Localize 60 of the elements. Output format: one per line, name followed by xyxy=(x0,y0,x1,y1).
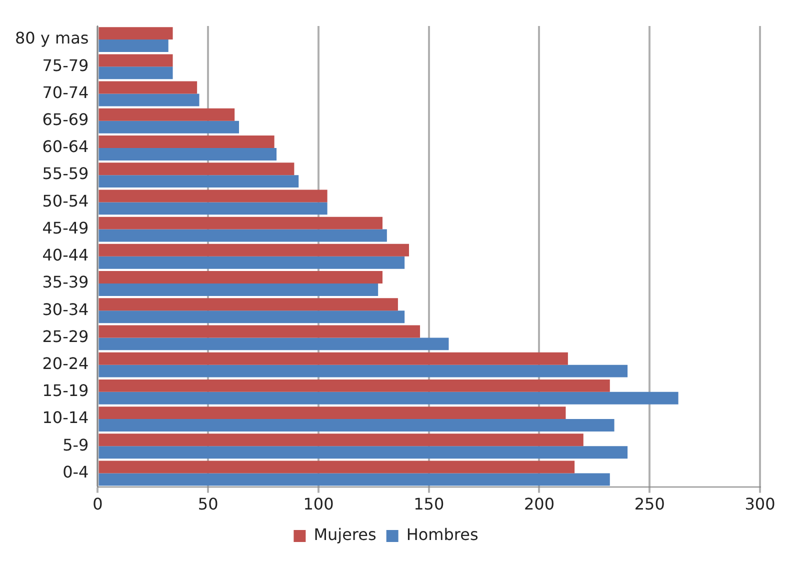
bar xyxy=(98,310,405,324)
bar xyxy=(98,352,568,365)
x-tick-label: 150 xyxy=(414,494,444,514)
y-tick-label: 60-64 xyxy=(42,137,89,156)
bar xyxy=(98,108,235,121)
bar xyxy=(98,256,405,269)
x-tick-label: 100 xyxy=(303,494,334,514)
y-tick-label: 65-69 xyxy=(42,110,89,130)
bar xyxy=(98,434,584,446)
bar xyxy=(98,392,678,404)
x-tick-label: 250 xyxy=(634,494,665,514)
bar xyxy=(98,66,173,80)
y-tick-label: 45-49 xyxy=(42,218,89,238)
x-tick-label: 50 xyxy=(198,494,218,514)
y-tick-label: 70-74 xyxy=(42,82,89,102)
x-tick-label: 0 xyxy=(92,494,103,514)
y-tick-label: 35-39 xyxy=(42,272,89,292)
bar xyxy=(98,364,628,378)
bar xyxy=(98,27,173,40)
bar xyxy=(98,446,628,459)
bar xyxy=(98,419,614,432)
bar xyxy=(98,473,610,486)
bar xyxy=(98,338,449,350)
legend-label: Hombres xyxy=(406,525,478,544)
bar xyxy=(98,284,378,296)
bar xyxy=(98,229,387,242)
bar xyxy=(98,406,566,420)
y-tick-label: 80 y mas xyxy=(14,28,89,48)
bar xyxy=(98,271,383,284)
y-tick-label: 25-29 xyxy=(42,326,89,346)
y-tick-label: 5-9 xyxy=(62,435,89,454)
bar xyxy=(98,244,409,256)
y-tick-label: 50-54 xyxy=(42,191,89,210)
bar xyxy=(98,298,398,311)
bar xyxy=(98,202,328,215)
y-tick-label: 75-79 xyxy=(42,56,89,75)
bar xyxy=(98,460,575,474)
bar xyxy=(98,81,198,94)
x-tick-label: 300 xyxy=(744,494,776,514)
y-tick-label: 30-34 xyxy=(42,300,89,319)
y-tick-label: 10-14 xyxy=(42,408,89,428)
x-tick-label: 200 xyxy=(524,494,555,514)
bar xyxy=(98,379,610,392)
y-tick-label: 15-19 xyxy=(42,381,89,400)
bar xyxy=(98,148,277,160)
bar xyxy=(98,54,173,67)
bar xyxy=(98,136,274,148)
bar xyxy=(98,94,200,106)
bar xyxy=(98,216,383,230)
bar xyxy=(98,162,294,176)
y-tick-label: 55-59 xyxy=(42,164,89,184)
bar xyxy=(98,190,328,202)
y-tick-label: 40-44 xyxy=(42,246,89,265)
bar xyxy=(98,175,299,188)
y-tick-label: 20-24 xyxy=(42,354,89,373)
y-tick-label: 0-4 xyxy=(62,462,89,482)
bar xyxy=(98,40,168,52)
bar xyxy=(98,325,420,338)
bar xyxy=(98,120,240,134)
legend-label: Mujeres xyxy=(314,525,376,544)
